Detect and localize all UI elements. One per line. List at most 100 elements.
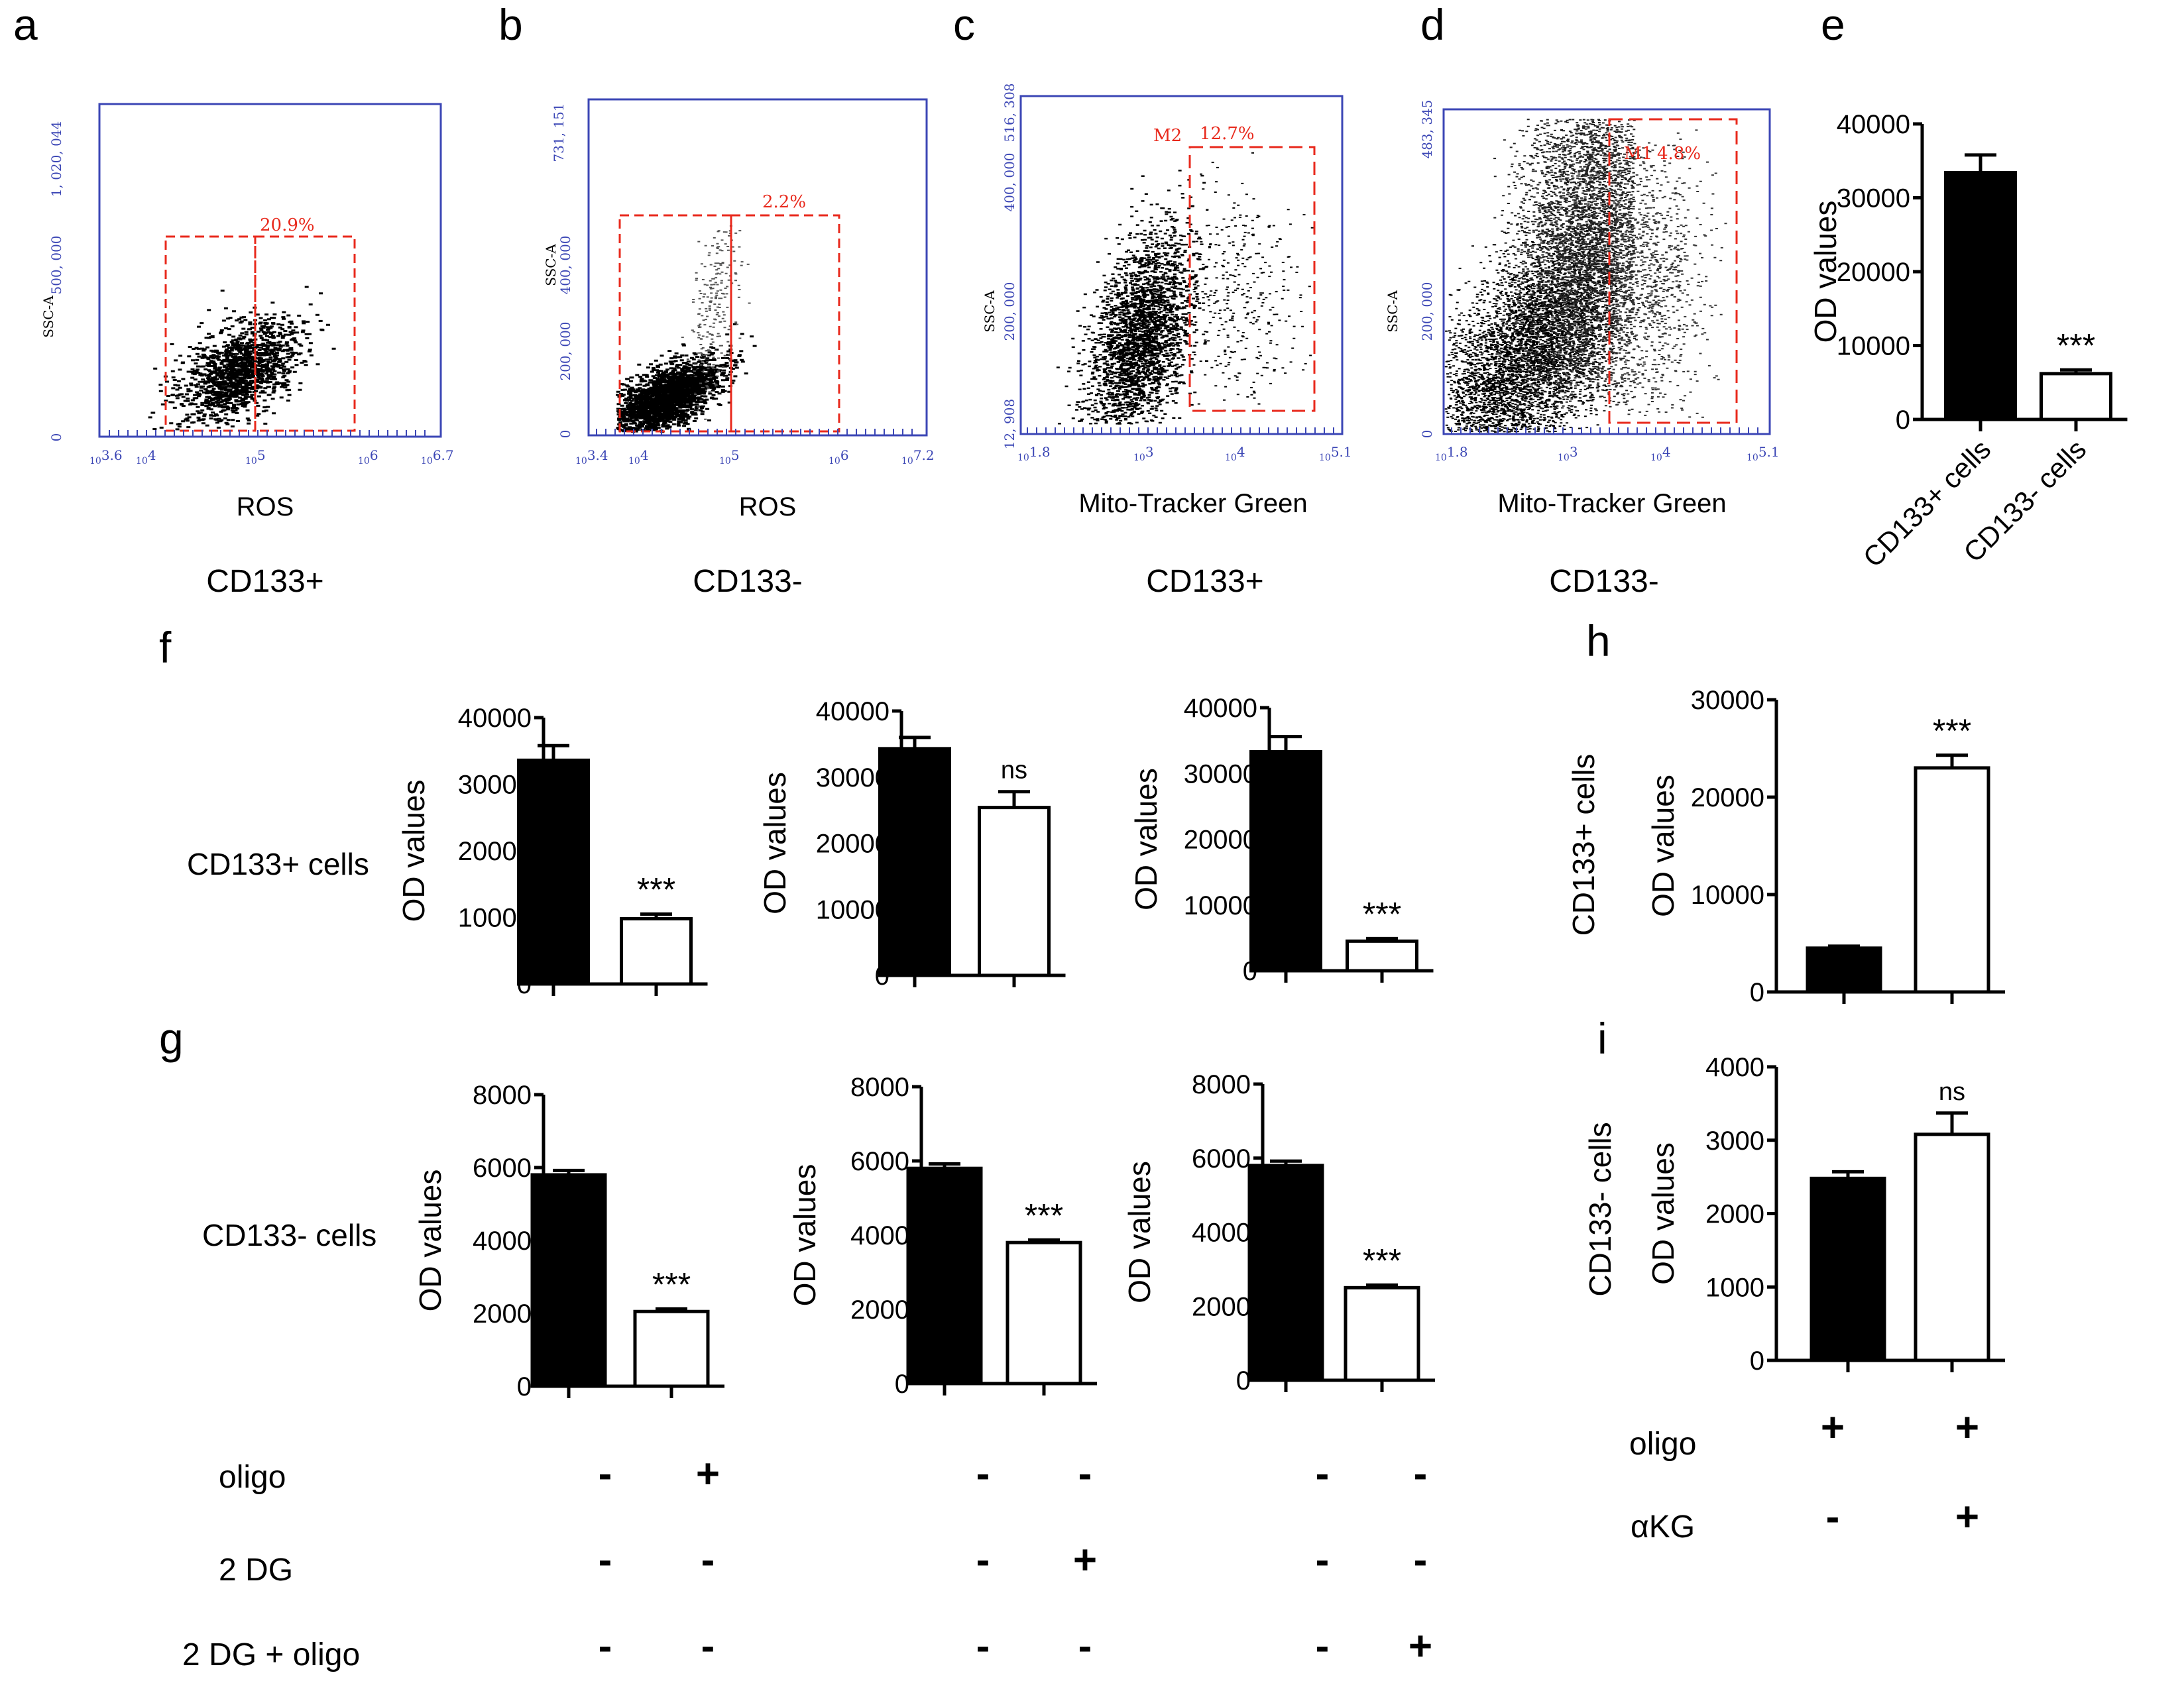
panel-letter-b: b — [498, 0, 523, 49]
plus-sign: + — [696, 1451, 720, 1497]
minus-sign: - — [1414, 1451, 1428, 1497]
y-tick-max: 516, 308 — [1002, 83, 1017, 142]
minus-sign: - — [1826, 1494, 1840, 1540]
panel-letter-c: c — [953, 0, 975, 49]
panel-letter-g: g — [159, 1014, 184, 1063]
y-tick-max: 731, 151 — [551, 103, 567, 162]
panel-letter-a: a — [13, 0, 38, 49]
panel-letter-f: f — [159, 623, 172, 672]
y-tick-label: 2000 — [473, 1299, 532, 1329]
y-tick-low: 200, 000 — [1419, 282, 1435, 341]
plus-sign: + — [1821, 1405, 1845, 1450]
x-axis-label: Mito-Tracker Green — [1497, 489, 1726, 518]
minus-sign: - — [976, 1623, 990, 1669]
x-tick: 105 — [719, 447, 740, 466]
bar — [1006, 1240, 1082, 1386]
gate-label: 4.8% — [1657, 144, 1701, 164]
y-tick-label: 10000 — [1691, 881, 1764, 910]
group-label: CD133+ — [1146, 564, 1263, 599]
minus-sign: - — [976, 1451, 990, 1497]
bar — [878, 747, 951, 977]
minus-sign: - — [1316, 1451, 1330, 1497]
y-axis-label: SSC-A — [982, 290, 998, 333]
y-tick-label: 0 — [1750, 978, 1764, 1007]
x-tick: 106.7 — [421, 447, 454, 466]
x-tick: 104 — [1225, 444, 1245, 463]
y-tick-label: 8000 — [850, 1073, 909, 1102]
y-tick-label: 40000 — [816, 697, 890, 726]
bar — [1914, 766, 1990, 994]
minus-sign: - — [599, 1537, 612, 1583]
side-label-i: CD133- cells — [1583, 1122, 1617, 1296]
x-tick: 106 — [358, 447, 378, 466]
minus-sign: - — [1316, 1537, 1330, 1583]
y-tick-label: 20000 — [1184, 826, 1257, 855]
panel-letter-h: h — [1586, 616, 1611, 665]
y-tick-label: 0 — [517, 1372, 532, 1401]
scatter-dots-c — [1056, 152, 1314, 425]
group-label: CD133- — [1549, 564, 1658, 599]
condition-label-2dg: 2 DG — [219, 1553, 293, 1588]
bar — [1346, 939, 1418, 973]
minus-sign: - — [1078, 1623, 1092, 1669]
row-label-f: CD133+ cells — [187, 847, 369, 881]
flow-plot-c: M2 12.7% 516, 308 400, 000 200, 000 12, … — [982, 83, 1352, 599]
panel-letter-d: d — [1420, 0, 1445, 49]
y-tick-mid: 400, 000 — [557, 235, 573, 294]
significance-label: *** — [1363, 895, 1401, 932]
y-tick-label: 0 — [1236, 1366, 1251, 1395]
condition-signs: - + - - - - - - - + - - - - - - - + + + - + — [599, 1405, 1979, 1669]
y-tick-label: 8000 — [1192, 1070, 1251, 1099]
bar — [633, 1309, 710, 1388]
plus-sign: + — [1955, 1405, 1979, 1450]
y-tick-low: 200, 000 — [1002, 282, 1017, 341]
group-label: CD133+ — [206, 564, 323, 599]
plus-sign: + — [1955, 1494, 1979, 1540]
minus-sign: - — [1078, 1451, 1092, 1497]
significance-label: *** — [637, 871, 675, 908]
flow-plot-a: 20.9% 1, 020, 044 500, 000 0 SSC-A 103.6… — [40, 103, 454, 599]
y-axis-label: OD values — [787, 1164, 822, 1307]
x-axis-label: ROS — [237, 492, 294, 521]
y-axis-label: OD values — [1129, 768, 1163, 910]
flow-plot-d: M1 4.8% 483, 345 200, 000 0 SSC-A 101.8 … — [1385, 99, 1780, 599]
y-tick-label: 3000 — [1705, 1126, 1764, 1156]
minus-sign: - — [701, 1537, 715, 1583]
x-tick: 105 — [245, 447, 266, 466]
minus-sign: - — [599, 1451, 612, 1497]
y-tick-mid: 500, 000 — [48, 235, 64, 294]
bar-chart-g3: 0 2000 4000 6000 8000 OD values *** — [1122, 1070, 1435, 1395]
panel-letter-e: e — [1821, 0, 1845, 49]
y-tick-max: 1, 020, 044 — [48, 121, 64, 197]
x-tick: 103 — [1558, 444, 1578, 463]
scatter-dots-a — [148, 286, 336, 431]
y-tick-mid: 400, 000 — [1002, 152, 1017, 211]
x-tick: 103.4 — [575, 447, 608, 466]
x-minor-ticks — [596, 429, 913, 435]
scatter-points — [616, 323, 757, 433]
bar — [620, 917, 693, 986]
gate-name: M2 — [1153, 126, 1182, 146]
minus-sign: - — [976, 1537, 990, 1583]
y-tick-label: 2000 — [1705, 1200, 1764, 1229]
bar — [1344, 1285, 1420, 1382]
x-tick: 104 — [136, 447, 156, 466]
y-tick-label: 6000 — [473, 1154, 532, 1183]
y-tick-label: 4000 — [850, 1221, 909, 1250]
y-tick-label: 40000 — [1184, 694, 1257, 723]
y-tick-label: 6000 — [850, 1147, 909, 1176]
x-axis-label: ROS — [739, 492, 797, 521]
y-axis-label: OD values — [1646, 775, 1680, 917]
y-tick-label: 0 — [1750, 1346, 1764, 1376]
gate-label: 2.2% — [762, 192, 806, 212]
y-tick-label: 4000 — [1192, 1219, 1251, 1248]
y-tick-label: 20000 — [1837, 258, 1910, 287]
y-tick-zero: 0 — [48, 433, 64, 442]
flow-plot-b: 2.2% 731, 151 400, 000 200, 000 0 SSC-A … — [543, 98, 935, 599]
gate-label: 12.7% — [1200, 124, 1255, 144]
x-tick: 105.1 — [1319, 444, 1352, 463]
